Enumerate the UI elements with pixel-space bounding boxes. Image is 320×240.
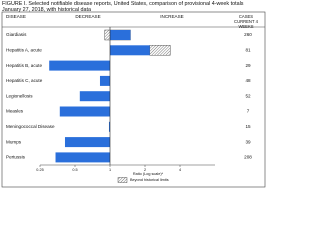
ratio-bar: [79, 91, 110, 102]
ratio-bar: [110, 45, 150, 56]
disease-label: Pertussis: [6, 155, 26, 160]
cases-header: CASES CURRENT 4 WEEKS: [234, 14, 258, 29]
x-tick-label: 2: [144, 168, 146, 172]
beyond-limits-bar: [149, 45, 171, 56]
cases-value: 29: [245, 63, 251, 68]
legend-label: Beyond historical limits: [130, 178, 169, 182]
disease-label: Legionellosis: [6, 93, 33, 98]
legend-swatch: [117, 177, 128, 183]
ratio-bar: [59, 106, 110, 117]
x-tick-label: 4: [179, 168, 181, 172]
cases-value: 260: [244, 32, 252, 37]
disease-label: Meningococcal Disease: [6, 124, 55, 129]
disease-label: Hepatitis A, acute: [6, 48, 42, 53]
ratio-bar: [55, 152, 110, 163]
ratio-bar: [108, 121, 110, 132]
x-tick-label: 0.5: [72, 168, 77, 172]
x-axis-label: Ratio (Log scale)*: [133, 172, 164, 176]
ratio-bar: [64, 137, 110, 148]
frame: [1, 11, 266, 188]
ratio-bar: [49, 60, 110, 71]
disease-header: DISEASE: [6, 14, 26, 19]
cases-value: 39: [245, 139, 251, 144]
ratio-bar: [110, 30, 131, 40]
cases-value: 48: [245, 78, 251, 83]
disease-label: Measles: [6, 109, 24, 114]
figure: DISEASE DECREASE INCREASE Giardiasis 260 H…: [0, 0, 267, 189]
cases-value: 208: [244, 155, 252, 160]
cases-value: 81: [245, 48, 251, 53]
disease-label: Hepatitis B, acute: [6, 63, 42, 68]
disease-label: Hepatitis C, acute: [6, 78, 43, 83]
chart-title: FIGURE I. Selected notifiable disease re…: [2, 1, 244, 14]
x-tick-label: 0.25: [36, 168, 43, 172]
disease-label: Giardiasis: [6, 32, 27, 37]
ratio-bar: [99, 75, 110, 86]
cases-value: 7: [247, 109, 250, 114]
x-tick-label: 1: [109, 168, 111, 172]
increase-label: INCREASE: [160, 14, 184, 19]
disease-label: Mumps: [6, 139, 22, 144]
chart: DISEASE DECREASE INCREASE Giardiasis 260 H…: [1, 11, 266, 188]
cases-value: 15: [245, 124, 251, 129]
cases-value: 52: [245, 93, 251, 98]
decrease-label: DECREASE: [75, 14, 100, 19]
